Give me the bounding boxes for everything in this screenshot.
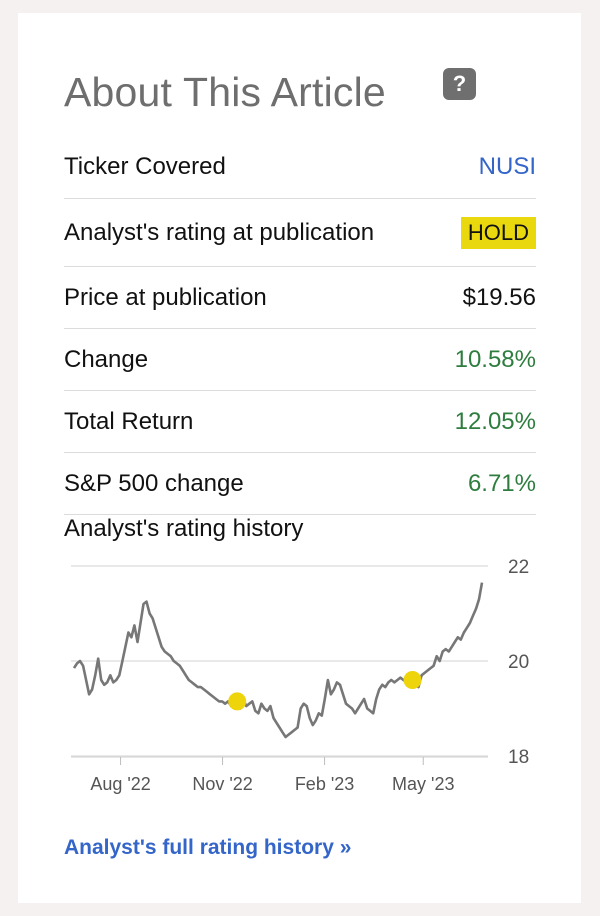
rating-history-title: Analyst's rating history xyxy=(64,515,304,542)
x-tick-label: Nov '22 xyxy=(192,774,252,794)
sp500-label: S&P 500 change xyxy=(64,469,244,497)
rating-history-chart: 22 20 18 Aug '22 Nov '22 Feb '23 May '23 xyxy=(71,557,529,794)
y-tick-label: 22 xyxy=(508,557,529,578)
row-change: Change 10.58% xyxy=(64,329,536,391)
about-article-card: About This Article ? Ticker Covered NUSI… xyxy=(18,13,581,903)
y-tick-label: 20 xyxy=(508,652,529,673)
full-rating-history-link[interactable]: Analyst's full rating history » xyxy=(64,836,352,859)
ticker-link[interactable]: NUSI xyxy=(478,152,536,180)
sp500-value: 6.71% xyxy=(467,469,536,497)
y-tick-label: 18 xyxy=(508,747,529,768)
price-line xyxy=(72,582,484,739)
article-info-table: Ticker Covered NUSI Analyst's rating at … xyxy=(64,135,536,515)
title-row: About This Article xyxy=(64,65,386,119)
row-price: Price at publication $19.56 xyxy=(64,267,536,329)
x-tick-label: Feb '23 xyxy=(295,774,354,794)
price-label: Price at publication xyxy=(64,283,267,311)
row-sp500: S&P 500 change 6.71% xyxy=(64,453,536,515)
row-rating: Analyst's rating at publication HOLD xyxy=(64,199,536,267)
row-ticker: Ticker Covered NUSI xyxy=(64,135,536,199)
rating-label: Analyst's rating at publication xyxy=(64,218,375,246)
row-total-return: Total Return 12.05% xyxy=(64,391,536,453)
rating-marker xyxy=(228,692,247,711)
total-return-label: Total Return xyxy=(64,407,194,435)
rating-badge: HOLD xyxy=(460,216,536,249)
help-icon[interactable]: ? xyxy=(443,68,476,100)
x-tick-label: Aug '22 xyxy=(90,774,151,794)
ticker-label: Ticker Covered xyxy=(64,152,226,180)
page-title: About This Article xyxy=(64,69,386,115)
price-value: $19.56 xyxy=(462,283,536,311)
x-tick-label: May '23 xyxy=(392,774,454,794)
change-value: 10.58% xyxy=(454,345,536,373)
rating-marker xyxy=(403,671,422,689)
total-return-value: 12.05% xyxy=(454,407,536,435)
change-label: Change xyxy=(64,345,149,373)
